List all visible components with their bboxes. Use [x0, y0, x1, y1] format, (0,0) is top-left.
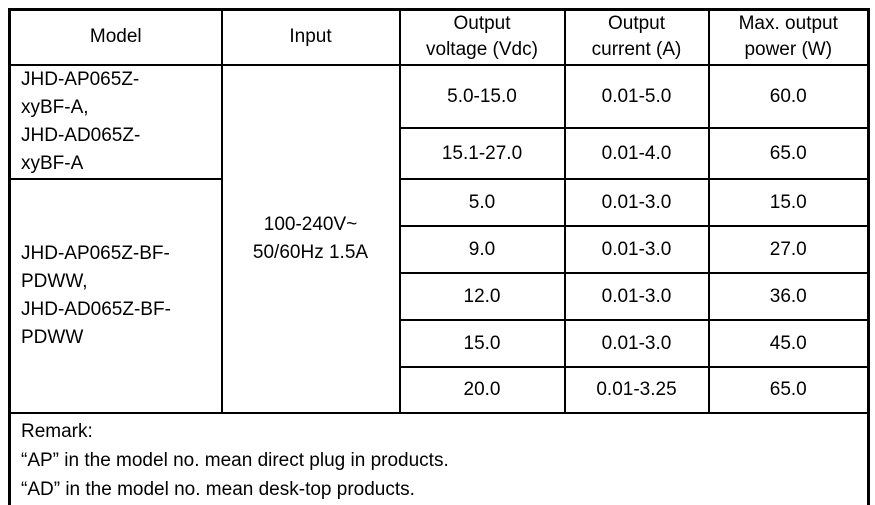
voltage-cell: 5.0-15.0	[398, 63, 566, 129]
current-cell: 0.01-3.25	[563, 365, 710, 414]
current-cell: 0.01-5.0	[563, 63, 710, 129]
table-row: 9.0 0.01-3.0 27.0	[10, 224, 870, 274]
remark-row: Remark: “AP” in the model no. mean direc…	[8, 411, 870, 505]
remark-line-ad: “AD” in the model no. mean desk-top prod…	[21, 478, 415, 500]
remark-title: Remark:	[21, 420, 93, 442]
voltage-cell: 12.0	[398, 271, 566, 321]
voltage-cell: 5.0	[398, 177, 566, 227]
voltage-cell: 15.0	[398, 318, 566, 368]
current-cell: 0.01-3.0	[563, 318, 710, 368]
model-line: JHD-AP065Z-	[21, 68, 140, 90]
power-cell: 45.0	[707, 318, 870, 368]
table-row: 15.1-27.0 0.01-4.0 65.0	[10, 126, 870, 180]
header-output-current-line1: Output	[607, 13, 666, 35]
power-cell: 60.0	[707, 63, 870, 129]
header-output-current: Output current (A)	[563, 8, 710, 66]
header-max-power-line1: Max. output	[738, 13, 838, 35]
table-row: 12.0 0.01-3.0 36.0	[10, 271, 870, 321]
current-cell: 0.01-3.0	[563, 177, 710, 227]
model-line: PDWW	[21, 326, 84, 348]
input-cell: 100-240V~ 50/60Hz 1.5A	[220, 63, 401, 414]
spec-table: Model Input Output voltage (Vdc) Output …	[8, 8, 870, 505]
model-cell-group-1: JHD-AP065Z- xyBF-A, JHD-AD065Z- xyBF-A	[8, 63, 223, 180]
model-line: JHD-AD065Z-	[21, 124, 141, 146]
model-line: JHD-AP065Z-BF-	[21, 242, 170, 264]
header-output-voltage: Output voltage (Vdc)	[398, 8, 566, 66]
input-line: 50/60Hz 1.5A	[252, 241, 369, 263]
remark-cell: Remark: “AP” in the model no. mean direc…	[8, 411, 870, 505]
header-input-label: Input	[289, 26, 332, 48]
header-output-voltage-line2: voltage (Vdc)	[426, 39, 538, 61]
header-max-power-line2: power (W)	[744, 39, 833, 61]
model-line: xyBF-A	[21, 152, 84, 174]
model-line: PDWW,	[21, 270, 88, 292]
remark-line-ap: “AP” in the model no. mean direct plug i…	[21, 449, 449, 471]
table-row: 15.0 0.01-3.0 45.0	[10, 318, 870, 368]
power-cell: 65.0	[707, 126, 870, 180]
current-cell: 0.01-4.0	[563, 126, 710, 180]
power-cell: 15.0	[707, 177, 870, 227]
table-row: 20.0 0.01-3.25 65.0	[10, 365, 870, 414]
header-output-current-line2: current (A)	[591, 39, 682, 61]
current-cell: 0.01-3.0	[563, 224, 710, 274]
header-model: Model	[8, 8, 223, 66]
input-line: 100-240V~	[263, 213, 358, 235]
power-cell: 27.0	[707, 224, 870, 274]
header-max-power: Max. output power (W)	[707, 8, 870, 66]
voltage-cell: 9.0	[398, 224, 566, 274]
power-cell: 36.0	[707, 271, 870, 321]
header-row: Model Input Output voltage (Vdc) Output …	[8, 8, 870, 66]
table-row: JHD-AP065Z-BF- PDWW, JHD-AD065Z-BF- PDWW…	[8, 177, 870, 414]
model-line: xyBF-A,	[21, 96, 89, 118]
voltage-cell: 15.1-27.0	[398, 126, 566, 180]
power-cell: 65.0	[707, 365, 870, 414]
model-cell-group-2: JHD-AP065Z-BF- PDWW, JHD-AD065Z-BF- PDWW	[8, 177, 223, 414]
model-line: JHD-AD065Z-BF-	[21, 298, 171, 320]
table-row: JHD-AP065Z- xyBF-A, JHD-AD065Z- xyBF-A 1…	[8, 63, 870, 414]
voltage-cell: 20.0	[398, 365, 566, 414]
current-cell: 0.01-3.0	[563, 271, 710, 321]
header-output-voltage-line1: Output	[453, 13, 511, 35]
header-input: Input	[220, 8, 401, 66]
header-model-label: Model	[89, 26, 142, 48]
